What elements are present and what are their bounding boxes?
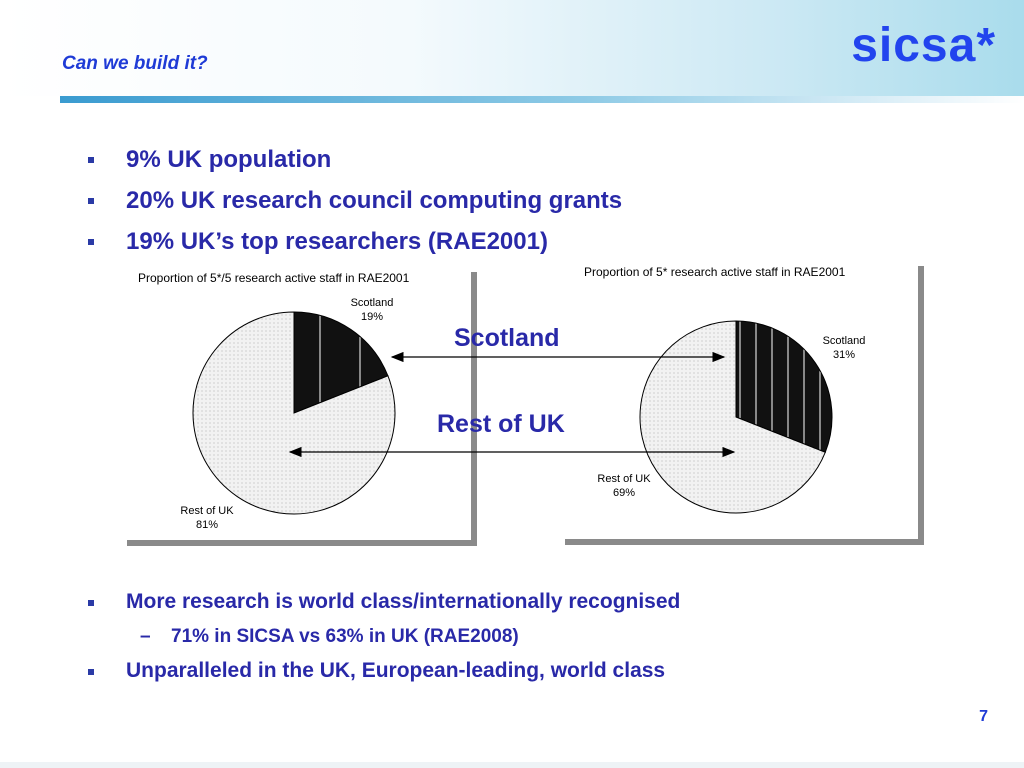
rest-of-uk-arrow-label: Rest of UK <box>437 410 565 438</box>
bullet-marker <box>88 157 94 163</box>
sub-bullet-dash: – <box>140 626 151 647</box>
slice-label-value: 69% <box>612 487 636 499</box>
slide-title: Can we build it? <box>62 53 208 74</box>
chart-shadow <box>565 539 924 545</box>
chart-shadow <box>918 266 924 545</box>
scotland-arrow-label: Scotland <box>454 324 560 352</box>
bullet-text: More research is world class/internation… <box>126 590 681 613</box>
slice-label-name: Scotland <box>822 335 866 347</box>
pie-slice-scotland <box>735 320 833 453</box>
footer-rule <box>0 762 1024 768</box>
bullet-marker <box>88 600 94 606</box>
bullet-text: Unparalleled in the UK, European-leading… <box>126 659 666 682</box>
slice-label-name: Rest of UK <box>180 505 234 517</box>
slice-label-name: Scotland <box>350 297 394 309</box>
slice-label-value: 31% <box>832 349 856 361</box>
slice-label-value: 19% <box>360 311 384 323</box>
slice-label-name: Rest of UK <box>597 473 651 485</box>
slice-label-scotland-right: Scotland 31% <box>814 334 874 362</box>
header-rule <box>60 96 1024 103</box>
bullet-text: 9% UK population <box>126 146 332 173</box>
pie-chart-left <box>192 311 396 515</box>
sub-bullet-text: 71% in SICSA vs 63% in UK (RAE2008) <box>171 626 519 647</box>
chart-panel-left <box>121 266 471 540</box>
slice-label-rest-right: Rest of UK 69% <box>589 472 659 500</box>
slice-label-rest-left: Rest of UK 81% <box>172 504 242 532</box>
page-number: 7 <box>979 708 988 725</box>
chart-title-left: Proportion of 5*/5 research active staff… <box>138 271 410 285</box>
bullet-marker <box>88 239 94 245</box>
chart-shadow <box>127 540 477 546</box>
bullet-marker <box>88 669 94 675</box>
pie-slice-rest-of-uk <box>639 320 826 514</box>
chart-title-right: Proportion of 5* research active staff i… <box>584 265 846 279</box>
slice-label-value: 81% <box>195 519 219 531</box>
pie-slice-scotland <box>293 311 389 414</box>
chart-panel-right <box>565 260 918 539</box>
slice-label-scotland-left: Scotland 19% <box>342 296 402 324</box>
bullet-text: 20% UK research council computing grants <box>126 187 623 214</box>
header-band <box>0 0 1024 96</box>
pie-chart-right <box>639 320 833 514</box>
bullet-text: 19% UK’s top researchers (RAE2001) <box>126 228 548 255</box>
bullet-marker <box>88 198 94 204</box>
sicsa-logo: sicsa* <box>851 19 996 72</box>
chart-shadow <box>471 272 477 546</box>
